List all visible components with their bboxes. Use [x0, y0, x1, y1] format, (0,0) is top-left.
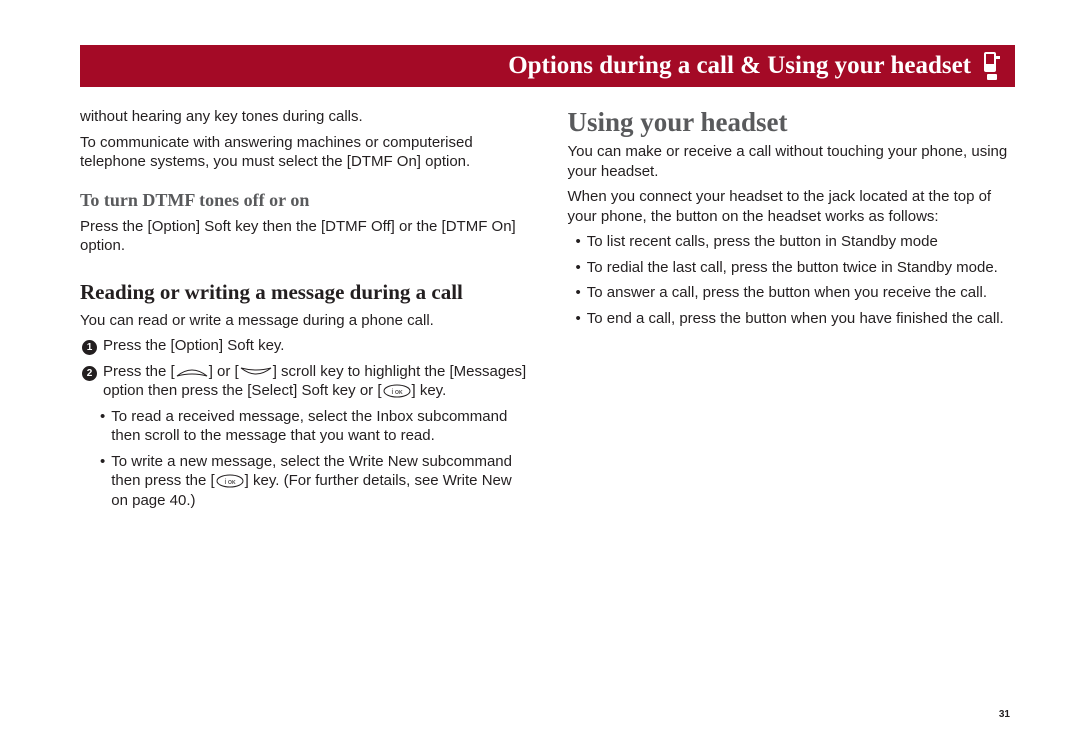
ok-key-icon: ί oκ — [215, 474, 245, 488]
step-number-2: 2 — [82, 362, 97, 401]
sub-bullet-2: • To write a new message, select the Wri… — [80, 452, 528, 511]
headset-bullet-1: • To list recent calls, press the button… — [568, 232, 1016, 252]
dtmf-body: Press the [Option] Soft key then the [DT… — [80, 217, 528, 256]
sub-bullet-1: • To read a received message, select the… — [80, 407, 528, 446]
bullet-icon: • — [576, 283, 581, 303]
headset-p1: You can make or receive a call without t… — [568, 142, 1016, 181]
svg-text:ί oκ: ί oκ — [224, 478, 235, 486]
rw-intro: You can read or write a message during a… — [80, 311, 528, 331]
intro-paragraph-1: without hearing any key tones during cal… — [80, 107, 528, 127]
bullet-icon: • — [576, 232, 581, 252]
ok-key-icon: ί oκ — [382, 384, 412, 398]
manual-page: Options during a call & Using your heads… — [0, 0, 1080, 752]
headset-bullet-2-text: To redial the last call, press the butto… — [587, 258, 998, 278]
bullet-icon: • — [100, 407, 105, 446]
headset-section-heading: Using your headset — [568, 107, 1016, 138]
header-bar: Options during a call & Using your heads… — [80, 45, 1015, 87]
bullet-icon: • — [576, 258, 581, 278]
svg-text:ί oκ: ί oκ — [391, 388, 402, 396]
headset-bullet-3-text: To answer a call, press the button when … — [587, 283, 987, 303]
step-1: 1 Press the [Option] Soft key. — [80, 336, 528, 356]
reading-writing-heading: Reading or writing a message during a ca… — [80, 280, 528, 305]
page-number: 31 — [999, 709, 1010, 720]
dtmf-heading: To turn DTMF tones off or on — [80, 190, 528, 211]
page-title: Options during a call & Using your heads… — [508, 52, 971, 80]
sub-bullet-2-text: To write a new message, select the Write… — [111, 452, 527, 511]
headset-bullet-4-text: To end a call, press the button when you… — [587, 309, 1004, 329]
step-2: 2 Press the [] or [] scroll key to highl… — [80, 362, 528, 401]
step-2-text: Press the [] or [] scroll key to highlig… — [103, 362, 528, 401]
scroll-up-key-icon — [175, 366, 209, 378]
headset-bullet-3: • To answer a call, press the button whe… — [568, 283, 1016, 303]
headset-bullet-1-text: To list recent calls, press the button i… — [587, 232, 938, 252]
bullet-icon: • — [100, 452, 105, 511]
headset-bullet-2: • To redial the last call, press the but… — [568, 258, 1016, 278]
headset-icon — [981, 51, 1003, 81]
intro-paragraph-2: To communicate with answering machines o… — [80, 133, 528, 172]
left-column: without hearing any key tones during cal… — [80, 107, 528, 516]
content-columns: without hearing any key tones during cal… — [80, 107, 1015, 516]
scroll-down-key-icon — [239, 366, 273, 378]
step-1-text: Press the [Option] Soft key. — [103, 336, 284, 356]
step-number-1: 1 — [82, 336, 97, 356]
headset-bullet-4: • To end a call, press the button when y… — [568, 309, 1016, 329]
right-column: Using your headset You can make or recei… — [568, 107, 1016, 516]
sub-bullet-1-text: To read a received message, select the I… — [111, 407, 527, 446]
headset-p2: When you connect your headset to the jac… — [568, 187, 1016, 226]
bullet-icon: • — [576, 309, 581, 329]
